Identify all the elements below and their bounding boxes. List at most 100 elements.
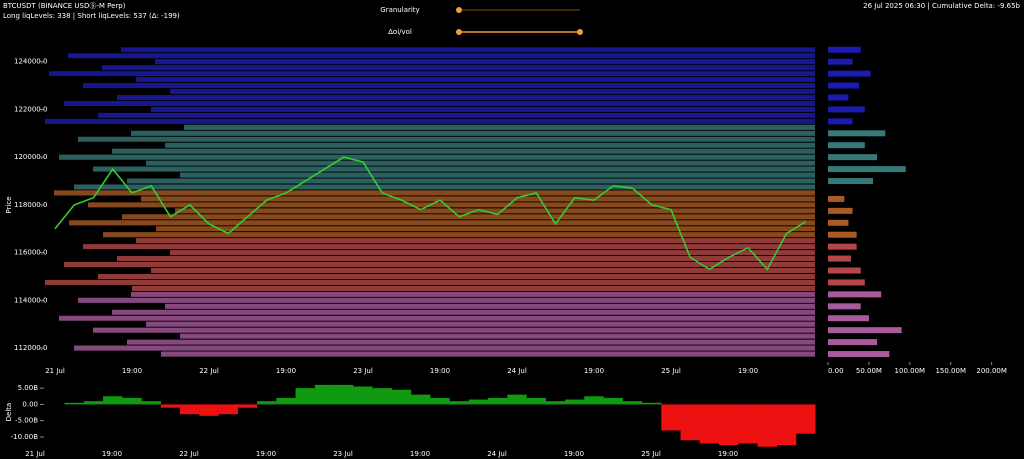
x-tick-label: 23 Jul [353, 367, 373, 375]
hist-bar [828, 70, 871, 77]
granularity-label: Granularity [380, 6, 419, 14]
x-tick-label: 0.00 [828, 367, 844, 375]
delta-bar [64, 402, 84, 405]
x-tick-label: 22 Jul [179, 450, 199, 458]
delta-bar [334, 384, 354, 405]
delta-bar [757, 404, 777, 447]
x-tick-label: 50.00M [856, 367, 882, 375]
hist-bar [828, 231, 857, 238]
x-tick-label: 150.00M [935, 367, 966, 375]
hist-bar [828, 106, 865, 113]
hist-bar [828, 195, 845, 202]
hist-bar [828, 94, 849, 101]
hist-bar [828, 82, 860, 89]
delta-bar [488, 397, 508, 405]
delta-bar [526, 397, 546, 405]
x-tick-label: 19:00 [410, 450, 430, 458]
granularity-handle[interactable] [456, 7, 462, 13]
price-line [54, 156, 807, 271]
hist-bar [828, 327, 902, 334]
hist-bar [828, 267, 861, 274]
hist-bar [828, 46, 861, 53]
hist-bar [828, 291, 882, 298]
x-tick-label: 19:00 [102, 450, 122, 458]
y-tick-label: 114000.0 [14, 296, 47, 304]
delta-bar [738, 404, 758, 444]
x-tick-label: 19:00 [738, 367, 758, 375]
x-tick-label: 19:00 [564, 450, 584, 458]
y-tick-label: 0.00 [22, 400, 38, 408]
hist-bar [828, 315, 869, 322]
x-tick-label: 19:00 [718, 450, 738, 458]
symbol-title: BTCUSDT (BINANCE USDⓈ-M Perp) [3, 2, 126, 10]
x-tick-label: 25 Jul [641, 450, 661, 458]
delta-bar [468, 399, 489, 405]
delta-bar [584, 396, 604, 405]
delta-bar [237, 404, 258, 408]
delta-bar [218, 404, 238, 415]
delta-bar [622, 401, 643, 405]
oi-vol-handle-high[interactable] [577, 29, 583, 35]
delta-bar [257, 401, 277, 405]
x-tick-label: 25 Jul [661, 367, 681, 375]
x-tick-label: 21 Jul [45, 367, 65, 375]
y-axis-label: Price [5, 196, 13, 213]
delta-bar [141, 401, 161, 405]
delta-bar [411, 394, 431, 405]
y-tick-label: -10.00B [11, 433, 39, 441]
delta-bar [719, 404, 739, 446]
hist-bar [828, 243, 857, 250]
y-axis-label: Delta [5, 403, 13, 422]
y-tick-label: 112000.0 [14, 344, 47, 352]
delta-bar [122, 397, 142, 405]
delta-bar [430, 397, 450, 405]
x-tick-label: 24 Jul [507, 367, 527, 375]
delta-bar [103, 396, 123, 405]
delta-bar [680, 404, 700, 441]
x-tick-label: 21 Jul [25, 450, 45, 458]
separator [815, 45, 825, 365]
delta-bar [796, 404, 816, 434]
delta-bar [507, 394, 527, 405]
hist-bar [828, 339, 878, 346]
delta-bar [199, 404, 219, 416]
hist-bar [828, 279, 865, 286]
delta-bar [160, 404, 181, 408]
x-tick-label: 200.00M [976, 367, 1007, 375]
y-tick-label: 120000.0 [14, 153, 47, 161]
delta-bar [603, 397, 623, 405]
y-tick-label: 116000.0 [14, 249, 47, 257]
delta-bar [661, 404, 681, 431]
x-tick-label: 19:00 [276, 367, 296, 375]
oi-vol-handle-low[interactable] [456, 29, 462, 35]
x-tick-label: 23 Jul [333, 450, 353, 458]
x-tick-label: 19:00 [256, 450, 276, 458]
delta-bar [565, 399, 585, 405]
delta-bar [314, 384, 335, 405]
y-tick-label: 122000.0 [14, 105, 47, 113]
delta-bar [776, 404, 797, 446]
x-tick-label: 19:00 [122, 367, 142, 375]
x-tick-label: 100.00M [895, 367, 926, 375]
hist-bar [828, 142, 865, 149]
delta-bar [391, 389, 412, 405]
delta-bar [353, 386, 373, 405]
hist-bar [828, 154, 878, 161]
delta-bar [545, 401, 566, 405]
y-tick-label: 118000.0 [14, 201, 47, 209]
hist-bar [828, 351, 890, 358]
x-tick-label: 24 Jul [487, 450, 507, 458]
x-tick-label: 19:00 [430, 367, 450, 375]
y-tick-label: 124000.0 [14, 58, 47, 66]
x-tick-label: 19:00 [584, 367, 604, 375]
hist-bar [828, 207, 853, 214]
y-tick-label: 5.00B [18, 384, 39, 392]
delta-bar [372, 388, 392, 405]
status: 26 Jul 2025 06:30 | Cumulative Delta: -9… [863, 2, 1020, 10]
delta-bar [699, 404, 720, 444]
hist-bar [828, 118, 853, 125]
delta-bar [295, 388, 315, 405]
levels-summary: Long liqLevels: 338 | Short liqLevels: 5… [3, 12, 180, 20]
hist-bar [828, 58, 853, 65]
